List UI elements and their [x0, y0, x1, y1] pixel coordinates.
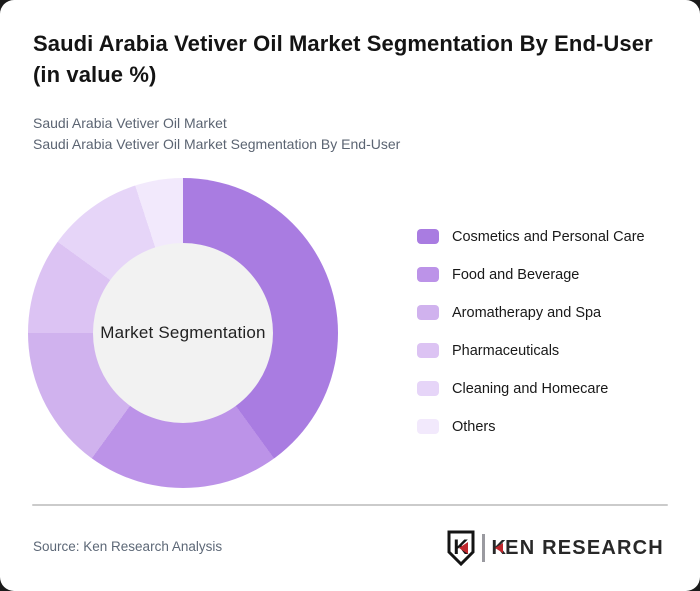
legend-swatch [417, 343, 439, 358]
legend-swatch [417, 381, 439, 396]
legend-label: Aromatherapy and Spa [452, 304, 602, 321]
legend-label: Cosmetics and Personal Care [452, 228, 645, 245]
legend-label: Pharmaceuticals [452, 342, 560, 359]
legend-item: Others [417, 418, 645, 435]
logo-separator [482, 534, 485, 562]
logo-wordmark: K EN RESEARCH [492, 537, 664, 560]
page-title: Saudi Arabia Vetiver Oil Market Segmenta… [33, 31, 653, 87]
legend-item: Aromatherapy and Spa [417, 304, 645, 321]
donut-center-label: Market Segmentation [100, 323, 266, 342]
ken-research-logo: K K EN RESEARCH [446, 530, 664, 566]
donut-chart: Market Segmentation [28, 178, 338, 488]
legend-swatch [417, 267, 439, 282]
wordmark-rest: EN RESEARCH [505, 536, 664, 559]
legend-label: Others [452, 418, 496, 435]
subtitle-line-1: Saudi Arabia Vetiver Oil Market [33, 115, 227, 131]
legend-swatch [417, 419, 439, 434]
shield-k-icon: K [447, 530, 475, 566]
legend-item: Cosmetics and Personal Care [417, 228, 645, 245]
source-note: Source: Ken Research Analysis [33, 539, 223, 554]
donut-hole: Market Segmentation [93, 243, 273, 423]
legend-item: Cleaning and Homecare [417, 380, 645, 397]
footer-divider [32, 504, 668, 506]
legend-swatch [417, 305, 439, 320]
chart-subtitles: Saudi Arabia Vetiver Oil Market Saudi Ar… [33, 113, 400, 155]
legend-item: Food and Beverage [417, 266, 645, 283]
legend-label: Cleaning and Homecare [452, 380, 609, 397]
emblem-red-triangle-icon [459, 542, 468, 554]
legend-swatch [417, 229, 439, 244]
wordmark-red-triangle-icon [495, 543, 504, 553]
subtitle-line-2: Saudi Arabia Vetiver Oil Market Segmenta… [33, 136, 401, 152]
legend: Cosmetics and Personal Care Food and Bev… [417, 229, 645, 457]
legend-label: Food and Beverage [452, 266, 580, 283]
legend-item: Pharmaceuticals [417, 342, 645, 359]
